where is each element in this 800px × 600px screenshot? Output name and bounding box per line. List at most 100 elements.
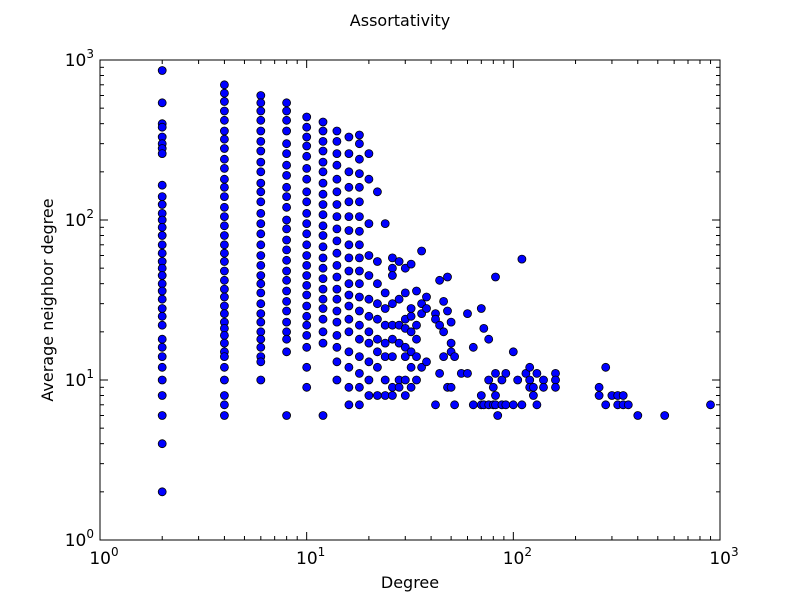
data-point	[282, 245, 292, 255]
data-point	[354, 240, 364, 250]
data-point	[318, 284, 328, 294]
data-point	[422, 292, 431, 302]
data-point	[439, 352, 449, 362]
data-point	[332, 136, 342, 146]
data-point	[302, 112, 312, 122]
data-point	[302, 271, 312, 280]
data-point	[256, 197, 266, 207]
data-point	[380, 288, 390, 298]
data-point	[364, 338, 374, 348]
data-point	[513, 375, 523, 385]
data-point	[354, 182, 364, 192]
data-point	[282, 139, 292, 149]
data-point	[354, 368, 364, 378]
data-point	[318, 338, 328, 348]
data-point	[344, 167, 354, 177]
data-point	[623, 400, 633, 410]
data-point	[302, 260, 312, 270]
data-point	[282, 98, 292, 108]
x-tick-label: 103	[709, 545, 738, 569]
plot-frame	[99, 59, 721, 541]
data-point	[484, 334, 494, 344]
data-point	[446, 317, 456, 327]
data-point	[157, 149, 167, 159]
data-point	[344, 290, 354, 300]
data-point	[525, 362, 535, 372]
data-point	[256, 98, 266, 108]
data-point	[412, 352, 421, 362]
data-point	[387, 299, 397, 309]
data-point	[256, 375, 266, 385]
data-point	[332, 212, 342, 222]
data-point	[706, 400, 715, 410]
data-point	[302, 320, 312, 330]
data-point	[219, 97, 229, 106]
data-point	[551, 382, 560, 392]
data-point	[400, 375, 410, 385]
data-point	[332, 200, 342, 209]
tick-base: 10	[503, 549, 525, 569]
data-point	[491, 368, 500, 378]
y-tick-label: 100	[65, 527, 94, 551]
tick-base: 10	[296, 549, 318, 569]
data-point	[387, 263, 397, 273]
tick-exponent: 0	[111, 545, 119, 559]
data-point	[302, 141, 312, 151]
data-point	[318, 221, 328, 231]
data-point	[219, 257, 229, 266]
x-tick-label: 100	[89, 545, 118, 569]
data-point	[344, 327, 354, 337]
data-point	[372, 299, 382, 309]
data-point	[282, 149, 292, 159]
x-tick-label: 102	[503, 545, 532, 569]
data-point	[400, 342, 410, 352]
data-point	[282, 317, 292, 327]
data-point	[394, 257, 404, 266]
data-point	[282, 275, 292, 285]
tick-exponent: 0	[86, 527, 94, 541]
data-point	[256, 279, 266, 289]
data-point	[443, 306, 452, 316]
data-point	[406, 304, 416, 313]
data-point	[302, 240, 312, 250]
data-point	[318, 126, 328, 136]
data-point	[387, 271, 397, 280]
data-point	[157, 279, 167, 289]
data-point	[302, 132, 312, 142]
data-point	[219, 338, 229, 348]
data-point	[318, 411, 328, 420]
data-point	[354, 226, 364, 236]
data-point	[256, 260, 266, 270]
data-point	[219, 284, 229, 294]
data-point	[318, 189, 328, 199]
data-point	[219, 80, 229, 90]
data-point	[435, 320, 445, 330]
data-point	[501, 368, 511, 378]
data-point	[318, 157, 328, 167]
data-point	[219, 248, 229, 258]
data-point	[302, 122, 312, 132]
data-point	[282, 192, 292, 202]
data-point	[219, 212, 229, 222]
data-point	[344, 314, 354, 324]
data-point	[302, 219, 312, 229]
data-point	[282, 235, 292, 245]
data-point	[354, 212, 364, 222]
data-point	[256, 91, 266, 100]
data-point	[332, 317, 342, 327]
data-point	[256, 187, 266, 197]
data-point	[219, 309, 229, 319]
data-point	[372, 279, 382, 289]
data-point	[412, 286, 421, 296]
data-point	[435, 368, 445, 378]
data-point	[476, 391, 486, 400]
data-point	[219, 202, 229, 212]
data-point	[435, 275, 445, 285]
data-point	[332, 357, 342, 367]
data-point	[302, 342, 312, 352]
tick-base: 10	[65, 211, 87, 231]
data-point	[219, 240, 229, 250]
data-point	[157, 352, 167, 362]
data-point	[364, 311, 374, 321]
